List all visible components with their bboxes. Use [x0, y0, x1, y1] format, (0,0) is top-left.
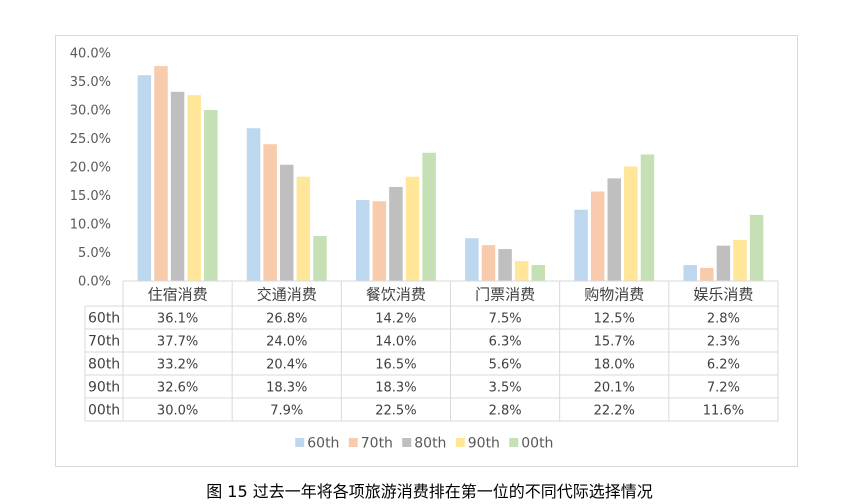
bar	[389, 186, 403, 281]
y-tick-label: 5.0%	[78, 246, 111, 261]
table-cell: 12.5%	[594, 312, 635, 327]
table-cell: 6.2%	[707, 358, 740, 373]
bar	[405, 176, 420, 281]
bar	[683, 265, 697, 281]
legend-swatch	[348, 438, 358, 447]
category-label: 餐饮消费	[366, 286, 426, 304]
table-cell: 7.5%	[489, 312, 522, 327]
bar	[296, 176, 311, 281]
table-cell: 18.3%	[266, 381, 307, 396]
category-label: 交通消费	[257, 286, 317, 304]
table-cell: 18.3%	[375, 381, 416, 396]
legend-label: 80th	[414, 436, 446, 452]
bar	[749, 214, 764, 281]
bar	[355, 200, 370, 281]
bar	[624, 166, 638, 281]
bar	[170, 91, 185, 281]
legend-label: 90th	[468, 436, 500, 452]
table-cell: 3.5%	[489, 381, 522, 396]
bar	[313, 235, 327, 281]
bar	[514, 261, 529, 281]
bar	[187, 95, 201, 282]
y-tick-label: 10.0%	[70, 218, 111, 233]
y-tick-label: 30.0%	[70, 104, 111, 119]
table-cell: 24.0%	[266, 335, 307, 350]
chart-area	[55, 35, 798, 467]
table-cell: 30.0%	[157, 404, 198, 419]
table-row-label: 90th	[88, 380, 120, 396]
table-cell: 26.8%	[266, 312, 307, 327]
category-label: 娱乐消费	[693, 286, 753, 304]
y-tick-label: 20.0%	[70, 161, 111, 176]
table-cell: 11.6%	[703, 404, 744, 419]
bar	[531, 265, 546, 281]
table-cell: 33.2%	[157, 358, 198, 373]
table-cell: 2.8%	[489, 404, 522, 419]
table-cell: 22.5%	[375, 404, 416, 419]
bar	[481, 245, 496, 281]
bar	[263, 144, 277, 281]
bar	[465, 238, 479, 281]
bar	[607, 178, 621, 281]
table-cell: 7.9%	[270, 404, 303, 419]
category-label: 住宿消费	[148, 286, 208, 304]
bar	[422, 152, 436, 281]
bar	[590, 191, 605, 281]
table-cell: 15.7%	[594, 335, 635, 350]
table-cell: 16.5%	[375, 358, 416, 373]
legend-label: 70th	[361, 436, 393, 452]
y-tick-label: 15.0%	[70, 189, 111, 204]
table-cell: 7.2%	[707, 381, 740, 396]
bar	[700, 267, 714, 281]
legend-swatch	[295, 438, 305, 447]
y-tick-label: 35.0%	[70, 75, 111, 90]
table-cell: 22.2%	[594, 404, 635, 419]
bar	[154, 66, 168, 281]
y-tick-label: 25.0%	[70, 132, 111, 147]
bar	[204, 110, 218, 281]
figure-caption: 图 15 过去一年将各项旅游消费排在第一位的不同代际选择情况	[206, 482, 653, 501]
bar	[716, 245, 731, 281]
bar	[372, 201, 387, 281]
table-row-label: 80th	[88, 357, 120, 373]
table-cell: 37.7%	[157, 335, 198, 350]
table-cell: 20.4%	[266, 358, 307, 373]
table-cell: 36.1%	[157, 312, 198, 327]
bar	[137, 75, 152, 281]
table-row-label: 70th	[88, 334, 120, 350]
table-row-label: 00th	[88, 403, 120, 419]
table-cell: 20.1%	[594, 381, 635, 396]
bar	[574, 209, 588, 281]
table-cell: 18.0%	[594, 358, 635, 373]
y-tick-label: 0.0%	[78, 275, 111, 290]
legend-label: 00th	[521, 436, 553, 452]
table-cell: 2.8%	[707, 312, 740, 327]
legend-swatch	[455, 438, 465, 447]
y-tick-label: 40.0%	[70, 47, 111, 62]
bar	[498, 249, 512, 281]
bar	[733, 239, 747, 281]
legend-swatch	[509, 438, 519, 447]
table-cell: 32.6%	[157, 381, 198, 396]
bar	[246, 128, 261, 281]
table-cell: 14.2%	[375, 312, 416, 327]
table-cell: 2.3%	[707, 335, 740, 350]
legend-label: 60th	[307, 436, 339, 452]
bar	[280, 164, 294, 281]
category-label: 门票消费	[475, 286, 535, 304]
legend-swatch	[402, 438, 412, 447]
category-label: 购物消费	[584, 286, 644, 304]
table-cell: 6.3%	[489, 335, 522, 350]
table-row-label: 60th	[88, 311, 120, 327]
bar	[640, 154, 655, 281]
bar-chart: 0.0% 5.0% 10.0% 15.0% 20.0% 25.0% 30.0% 35.0% 40…	[70, 47, 779, 452]
table-cell: 14.0%	[375, 335, 416, 350]
table-cell: 5.6%	[489, 358, 522, 373]
